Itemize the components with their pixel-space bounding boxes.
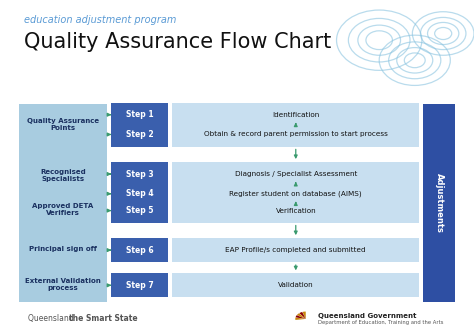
FancyBboxPatch shape: [423, 104, 455, 302]
Text: Step 7: Step 7: [126, 281, 154, 290]
Text: Queensland Government: Queensland Government: [318, 313, 416, 319]
FancyBboxPatch shape: [111, 273, 168, 297]
FancyBboxPatch shape: [111, 103, 168, 127]
FancyBboxPatch shape: [111, 238, 168, 262]
Text: education adjustment program: education adjustment program: [24, 15, 176, 25]
Text: Verification: Verification: [275, 208, 316, 214]
Wedge shape: [295, 315, 306, 319]
FancyBboxPatch shape: [172, 162, 419, 186]
Text: the Smart State: the Smart State: [69, 314, 137, 323]
Text: Obtain & record parent permission to start process: Obtain & record parent permission to sta…: [204, 131, 388, 137]
Text: External Validation
process: External Validation process: [25, 278, 100, 291]
Wedge shape: [297, 313, 306, 319]
Wedge shape: [295, 318, 306, 320]
FancyBboxPatch shape: [172, 199, 419, 223]
Text: Recognised
Specialists: Recognised Specialists: [40, 169, 86, 182]
Text: Identification: Identification: [272, 112, 319, 118]
Text: Department of Education, Training and the Arts: Department of Education, Training and th…: [318, 320, 443, 325]
FancyBboxPatch shape: [111, 199, 168, 223]
Text: Quality Assurance
Points: Quality Assurance Points: [27, 118, 99, 131]
Text: Approved DETA
Verifiers: Approved DETA Verifiers: [32, 203, 93, 216]
Text: Quality Assurance Flow Chart: Quality Assurance Flow Chart: [24, 32, 331, 52]
Wedge shape: [302, 312, 306, 319]
Text: Queensland: Queensland: [28, 314, 76, 323]
FancyBboxPatch shape: [111, 182, 168, 206]
FancyBboxPatch shape: [172, 122, 419, 146]
Text: Principal sign off: Principal sign off: [29, 246, 97, 252]
Text: Step 6: Step 6: [126, 246, 154, 255]
Text: Step 3: Step 3: [126, 170, 154, 179]
Text: Step 1: Step 1: [126, 110, 154, 119]
FancyBboxPatch shape: [172, 273, 419, 297]
Text: Step 5: Step 5: [126, 206, 154, 215]
Wedge shape: [299, 312, 306, 319]
FancyBboxPatch shape: [172, 103, 419, 127]
Text: Step 2: Step 2: [126, 130, 154, 139]
FancyBboxPatch shape: [111, 162, 168, 186]
Text: Register student on database (AIMS): Register student on database (AIMS): [229, 191, 362, 197]
FancyBboxPatch shape: [19, 104, 107, 302]
FancyBboxPatch shape: [111, 122, 168, 146]
FancyBboxPatch shape: [172, 182, 419, 206]
Text: Adjustments: Adjustments: [435, 173, 444, 232]
Text: Step 4: Step 4: [126, 189, 154, 198]
Text: Diagnosis / Specialist Assessment: Diagnosis / Specialist Assessment: [235, 171, 357, 177]
Text: Validation: Validation: [278, 282, 314, 288]
Text: EAP Profile/s completed and submitted: EAP Profile/s completed and submitted: [226, 247, 366, 253]
FancyBboxPatch shape: [172, 238, 419, 262]
